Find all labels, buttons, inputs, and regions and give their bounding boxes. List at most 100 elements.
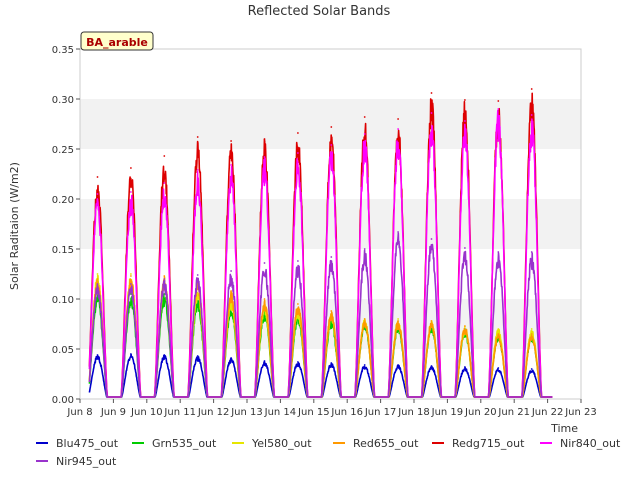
legend-item-redg715_out: Redg715_out bbox=[432, 437, 525, 450]
daily-peak-point bbox=[497, 251, 500, 253]
x-tick-label: Jun 20 bbox=[464, 407, 497, 418]
daily-peak-point bbox=[263, 138, 266, 140]
x-tick-label: Jun 15 bbox=[297, 407, 330, 418]
daily-peak-point bbox=[263, 156, 266, 158]
daily-peak-point bbox=[297, 132, 299, 134]
y-tick-label: 0.25 bbox=[52, 145, 74, 156]
daily-peak-point bbox=[297, 152, 299, 154]
daily-peak-point bbox=[96, 354, 99, 356]
daily-peak-point bbox=[530, 333, 533, 335]
daily-peak-point bbox=[96, 193, 99, 195]
daily-peak-point bbox=[363, 116, 366, 118]
daily-peak-point bbox=[464, 99, 466, 101]
daily-peak-point bbox=[497, 367, 500, 369]
daily-peak-point bbox=[464, 366, 466, 368]
daily-peak-point bbox=[497, 108, 500, 110]
daily-peak-point bbox=[163, 354, 166, 356]
y-tick-label: 0.20 bbox=[52, 195, 74, 206]
daily-peak-point bbox=[497, 333, 500, 335]
daily-peak-point bbox=[230, 140, 233, 142]
x-tick-label: Jun 13 bbox=[230, 407, 263, 418]
legend-item-blu475_out: Blu475_out bbox=[36, 437, 119, 450]
site-badge: BA_arable bbox=[80, 31, 154, 51]
daily-peak-point bbox=[530, 88, 533, 90]
daily-peak-point bbox=[363, 318, 366, 320]
daily-peak-point bbox=[96, 278, 99, 280]
daily-peak-point bbox=[397, 320, 399, 322]
daily-peak-point bbox=[96, 273, 99, 275]
daily-peak-point bbox=[163, 182, 166, 184]
legend-label: Blu475_out bbox=[56, 437, 119, 450]
daily-peak-point bbox=[130, 283, 132, 285]
daily-peak-point bbox=[497, 328, 500, 330]
daily-peak-point bbox=[363, 248, 366, 250]
x-tick-label: Jun 14 bbox=[264, 407, 297, 418]
daily-peak-point bbox=[530, 368, 533, 370]
x-tick-label: Jun 12 bbox=[197, 407, 230, 418]
legend-label: Redg715_out bbox=[452, 437, 525, 450]
daily-peak-point bbox=[196, 136, 199, 138]
daily-peak-point bbox=[464, 120, 466, 122]
daily-peak-point bbox=[130, 167, 132, 169]
x-tick-label: Jun 8 bbox=[66, 407, 92, 418]
daily-peak-point bbox=[397, 128, 399, 130]
daily-peak-point bbox=[464, 325, 466, 327]
daily-peak-point bbox=[363, 133, 366, 135]
legend-label: Red655_out bbox=[353, 437, 419, 450]
daily-peak-point bbox=[196, 274, 199, 276]
daily-peak-point bbox=[430, 92, 433, 94]
daily-peak-point bbox=[430, 365, 433, 367]
daily-peak-point bbox=[397, 318, 399, 320]
daily-peak-point bbox=[397, 231, 399, 233]
x-tick-label: Jun 23 bbox=[564, 407, 597, 418]
plot-frame bbox=[79, 48, 582, 400]
site-badge-box bbox=[80, 31, 154, 51]
daily-peak-point bbox=[330, 256, 333, 258]
legend-item-grn535_out: Grn535_out bbox=[132, 437, 217, 450]
daily-peak-point bbox=[163, 275, 166, 277]
x-tick-label: Jun 21 bbox=[497, 407, 530, 418]
legend-label: Grn535_out bbox=[152, 437, 217, 450]
y-axis-label: Solar Raditaion (W/m2) bbox=[8, 162, 21, 290]
daily-peak-point bbox=[263, 360, 266, 362]
grid-band bbox=[80, 49, 581, 99]
y-tick-label: 0.00 bbox=[52, 395, 74, 406]
daily-peak-point bbox=[130, 191, 132, 193]
daily-peak-point bbox=[530, 251, 533, 253]
daily-peak-point bbox=[230, 290, 233, 292]
daily-peak-point bbox=[230, 164, 233, 166]
daily-peak-point bbox=[130, 353, 132, 355]
legend-label: Yel580_out bbox=[251, 437, 312, 450]
daily-peak-point bbox=[464, 247, 466, 249]
daily-peak-point bbox=[397, 364, 399, 366]
daily-peak-point bbox=[297, 361, 299, 363]
x-tick-label: Jun 16 bbox=[330, 407, 363, 418]
series-line-nir945_out bbox=[88, 232, 553, 398]
daily-peak-point bbox=[330, 126, 333, 128]
series-layer bbox=[88, 88, 553, 398]
legend-item-nir945_out: Nir945_out bbox=[36, 455, 117, 468]
legend-item-yel580_out: Yel580_out bbox=[232, 437, 312, 450]
daily-peak-point bbox=[230, 357, 233, 359]
legend-label: Nir840_out bbox=[560, 437, 621, 450]
daily-peak-point bbox=[330, 362, 333, 364]
daily-peak-point bbox=[530, 328, 533, 330]
daily-peak-point bbox=[297, 260, 299, 262]
x-tick-label: Jun 22 bbox=[531, 407, 564, 418]
daily-peak-point bbox=[497, 100, 500, 102]
y-tick-label: 0.30 bbox=[52, 95, 74, 106]
chart-title: Reflected Solar Bands bbox=[248, 4, 391, 19]
site-badge-label: BA_arable bbox=[86, 36, 148, 49]
daily-peak-point bbox=[397, 118, 399, 120]
y-tick-label: 0.15 bbox=[52, 245, 74, 256]
daily-peak-point bbox=[263, 262, 266, 264]
daily-peak-point bbox=[263, 298, 266, 300]
daily-peak-point bbox=[430, 320, 433, 322]
x-axis-label: Time bbox=[550, 422, 578, 435]
daily-peak-point bbox=[330, 144, 333, 146]
daily-peak-point bbox=[330, 310, 333, 312]
daily-peak-point bbox=[430, 238, 433, 240]
x-tick-label: Jun 10 bbox=[130, 407, 163, 418]
grid-band bbox=[80, 249, 581, 299]
